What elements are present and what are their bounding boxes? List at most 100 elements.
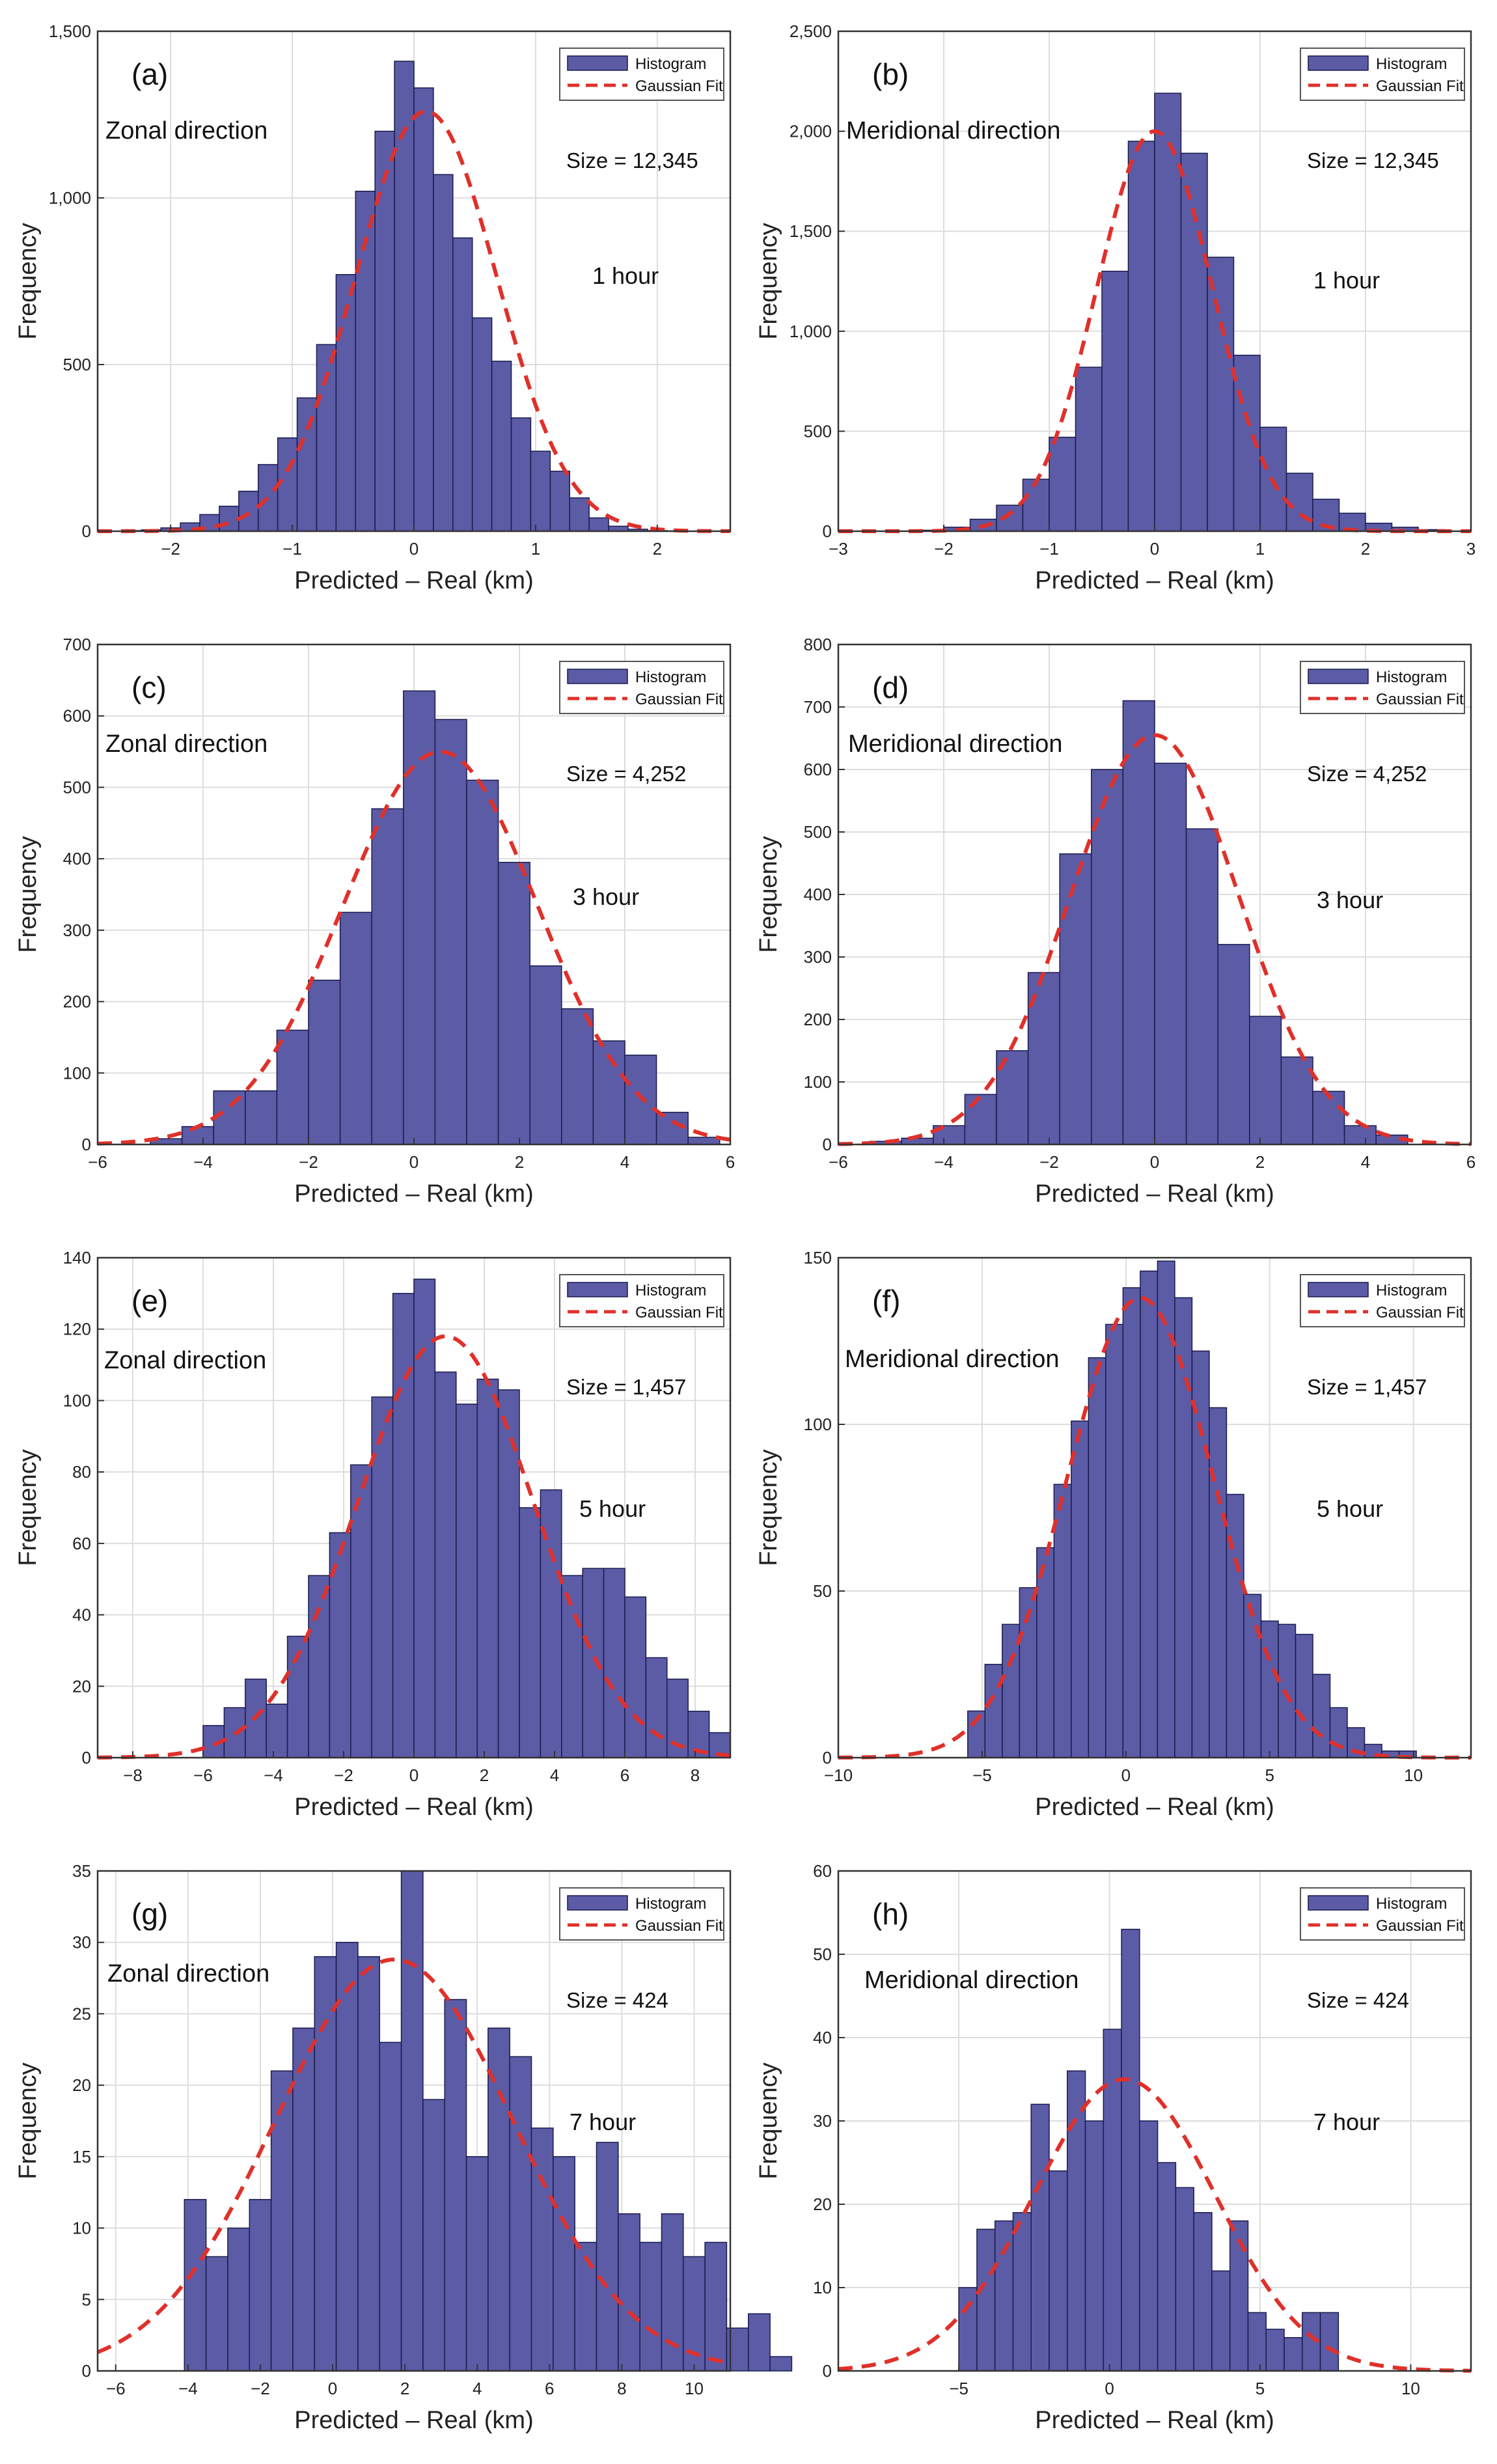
x-tick-label: 0 (409, 539, 419, 559)
histogram-bar (403, 690, 436, 1145)
sample-size-label: Size = 1,457 (1307, 1375, 1427, 1399)
histogram-bar (687, 1137, 721, 1145)
histogram-bar (1122, 1287, 1141, 1758)
histogram-bar (434, 719, 467, 1145)
y-tick-label: 500 (804, 822, 832, 842)
histogram-bar (1084, 2120, 1105, 2372)
histogram-bar (1278, 1624, 1297, 1758)
x-tick-label: 2 (400, 2379, 409, 2398)
histogram-bar (329, 1532, 351, 1758)
histogram-bar (1036, 1547, 1055, 1758)
x-tick-label: 4 (473, 2379, 482, 2398)
sample-size-label: Size = 1,457 (566, 1375, 686, 1399)
forecast-hour-label: 3 hour (573, 883, 639, 910)
legend-gaussian-label: Gaussian Fit (1376, 1917, 1464, 1935)
panel-label: (d) (872, 671, 909, 704)
direction-label: Zonal direction (107, 1960, 269, 1987)
histogram-bar (245, 1090, 278, 1145)
histogram-bar (769, 2356, 793, 2372)
histogram-bar (308, 979, 341, 1145)
x-tick-label: −2 (299, 1152, 318, 1172)
y-tick-label: 5 (82, 2290, 91, 2309)
y-tick-label: 100 (804, 1072, 832, 1092)
x-tick-label: 2 (515, 1152, 524, 1172)
histogram-bar (219, 505, 240, 532)
y-tick-label: 0 (82, 1135, 91, 1154)
x-tick-label: −4 (193, 1152, 213, 1172)
sample-size-label: Size = 12,345 (1307, 148, 1439, 173)
histogram-bar (371, 808, 404, 1145)
x-tick-label: −2 (934, 539, 954, 559)
legend-histogram-label: Histogram (1376, 1282, 1447, 1299)
x-tick-label: −4 (178, 2379, 198, 2398)
direction-label: Zonal direction (104, 1347, 266, 1374)
x-tick-label: 0 (1150, 539, 1159, 559)
histogram-bar (339, 911, 372, 1145)
x-tick-label: 2 (653, 539, 662, 559)
forecast-hour-label: 3 hour (1317, 887, 1383, 913)
legend-histogram-swatch (567, 1282, 628, 1297)
y-tick-label: 1,500 (49, 21, 91, 41)
histogram-bar (569, 497, 590, 532)
histogram-bar (1154, 92, 1182, 532)
x-tick-label: 2 (480, 1765, 489, 1785)
x-tick-label: −6 (88, 1152, 107, 1172)
histogram-bar (529, 965, 562, 1145)
y-tick-label: 2,500 (790, 21, 832, 41)
legend-gaussian-label: Gaussian Fit (635, 1917, 723, 1935)
y-tick-label: 0 (823, 2361, 832, 2381)
x-tick-label: 6 (1466, 1152, 1476, 1172)
x-tick-label: −2 (161, 539, 180, 559)
sample-size-label: Size = 12,345 (566, 148, 698, 173)
legend-histogram-label: Histogram (635, 1282, 706, 1299)
histogram-bar (624, 1596, 647, 1758)
histogram-bar (1154, 762, 1187, 1145)
legend: Histogram Gaussian Fit (1300, 1887, 1465, 1941)
legend: Histogram Gaussian Fit (1300, 48, 1465, 101)
histogram-bar (1071, 1420, 1090, 1758)
direction-label: Zonal direction (105, 730, 268, 758)
histogram-bar (1319, 2312, 1339, 2372)
x-tick-label: −2 (1039, 1152, 1059, 1172)
x-tick-label: 5 (1256, 2379, 1265, 2398)
x-axis-label: Predicted – Real (km) (294, 567, 533, 594)
x-tick-label: 8 (617, 2379, 626, 2398)
y-tick-label: 50 (813, 1945, 832, 1964)
histogram-bar (1260, 1620, 1279, 1758)
histogram-bar (1243, 1594, 1262, 1758)
x-tick-label: 1 (1256, 539, 1265, 559)
legend-histogram-label: Histogram (635, 55, 706, 73)
x-tick-label: −2 (251, 2379, 270, 2398)
x-tick-label: 4 (620, 1152, 629, 1172)
histogram-bar (1175, 2187, 1194, 2372)
legend-gaussian-label: Gaussian Fit (635, 691, 723, 708)
histogram-bar (574, 2241, 597, 2372)
histogram-bar (958, 2287, 978, 2372)
y-tick-label: 0 (82, 2361, 91, 2381)
y-tick-label: 400 (63, 849, 91, 868)
y-tick-label: 40 (813, 2028, 832, 2047)
gaussian-fit-curve (98, 1334, 731, 1760)
histogram-bar (596, 2142, 619, 2372)
y-axis-label: Frequency (14, 1449, 42, 1566)
x-tick-label: 6 (726, 1152, 735, 1172)
y-axis-label: Frequency (14, 2062, 42, 2180)
legend-gaussian-label: Gaussian Fit (1376, 1304, 1464, 1322)
direction-label: Meridional direction (864, 1967, 1079, 1994)
y-tick-label: 100 (63, 1391, 91, 1410)
histogram-bar (549, 471, 571, 532)
x-axis-label: Predicted – Real (km) (1035, 1180, 1274, 1208)
histogram-bar (1265, 2329, 1285, 2372)
histogram-bar (588, 517, 609, 532)
x-axis-label: Predicted – Real (km) (294, 1793, 533, 1821)
x-tick-label: 0 (1105, 2379, 1114, 2398)
histogram-bar (1121, 1928, 1140, 2372)
sample-size-label: Size = 4,252 (566, 762, 686, 786)
y-tick-label: 300 (804, 947, 832, 967)
histogram-bar (1312, 1674, 1331, 1758)
legend-histogram-swatch (1308, 1282, 1369, 1297)
histogram-bar (624, 1055, 657, 1145)
y-tick-label: 0 (82, 1748, 91, 1767)
y-tick-label: 100 (63, 1063, 91, 1083)
y-tick-label: 150 (804, 1248, 832, 1267)
